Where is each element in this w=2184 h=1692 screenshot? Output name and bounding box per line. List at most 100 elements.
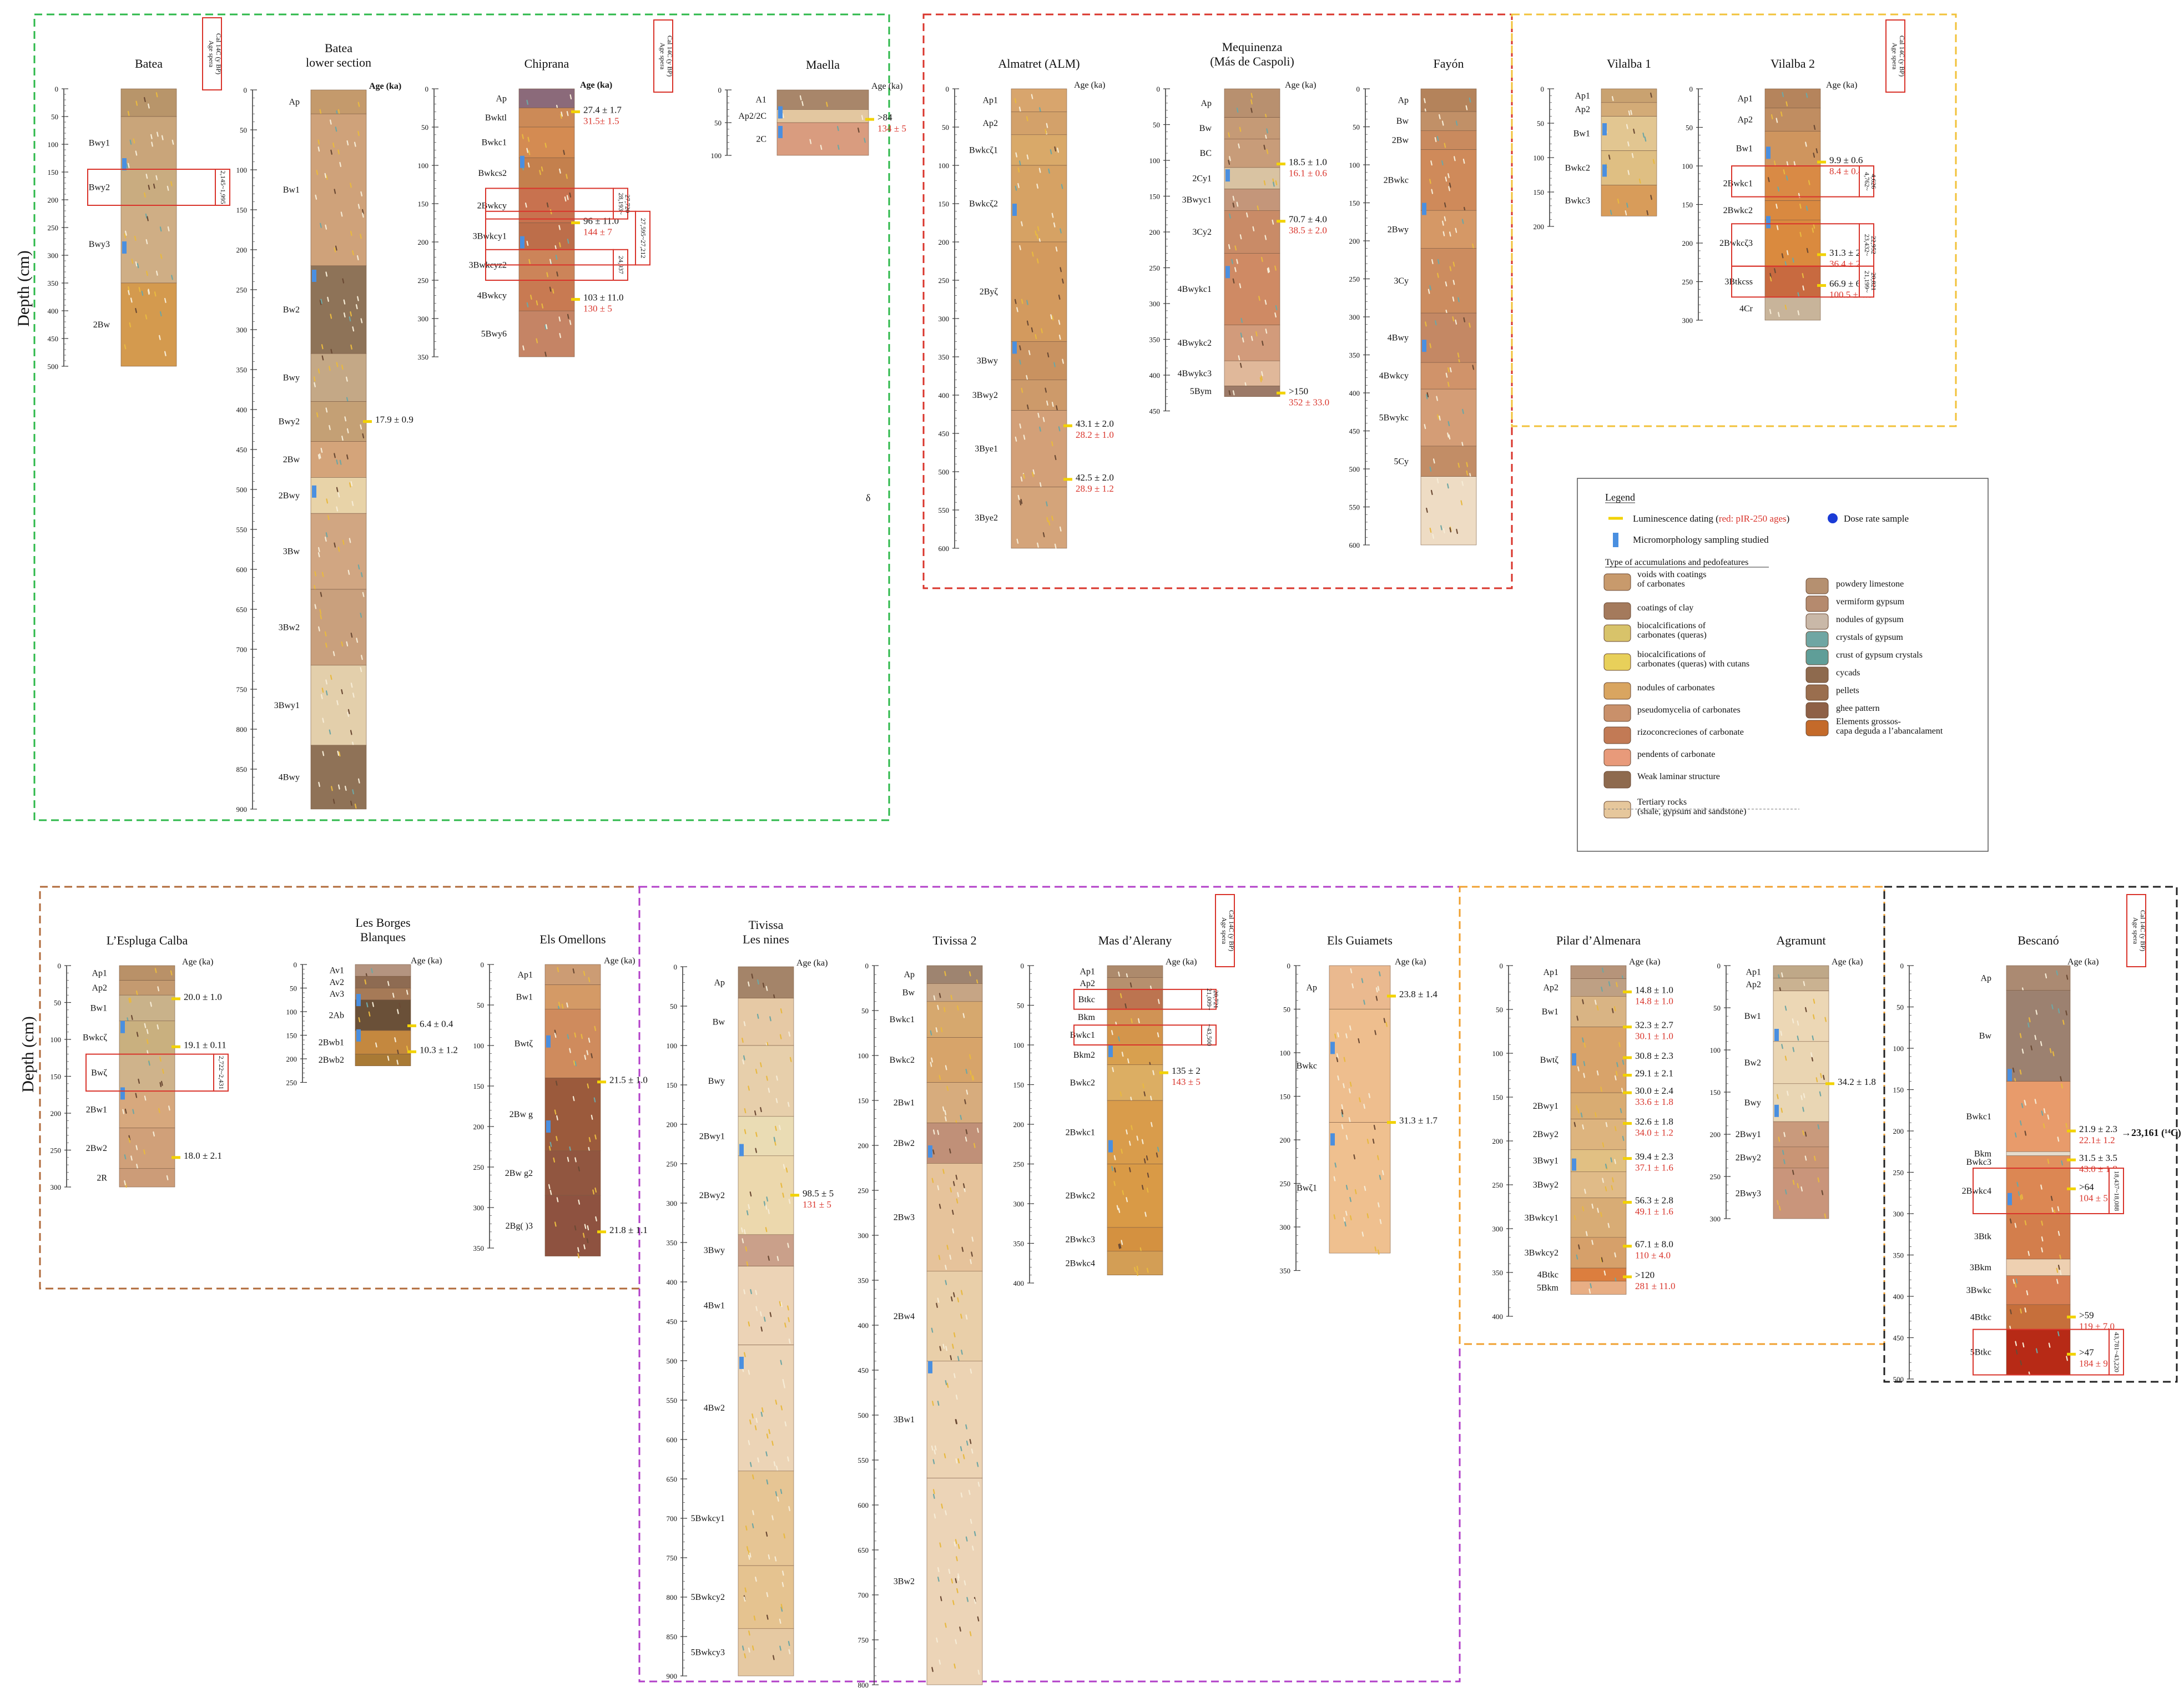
pedofeature-mark bbox=[325, 271, 328, 277]
age-value-pir: 49.1 ± 1.6 bbox=[1635, 1206, 1673, 1217]
depth-tick-label: 200 bbox=[1013, 1120, 1025, 1129]
pedofeature-mark bbox=[526, 240, 529, 246]
depth-tick-label: 150 bbox=[667, 1081, 678, 1089]
pedofeature-mark bbox=[135, 990, 138, 996]
pedofeature-mark bbox=[765, 1451, 768, 1457]
pedofeature-mark bbox=[942, 1169, 945, 1174]
pedofeature-mark bbox=[1626, 203, 1628, 208]
pedofeature-mark bbox=[135, 261, 138, 267]
pedofeature-mark bbox=[952, 1600, 955, 1605]
pedofeature-mark bbox=[744, 1587, 747, 1593]
micromorphology-marker bbox=[739, 1144, 744, 1156]
depth-tick-label: 350 bbox=[418, 353, 429, 361]
pedofeature-mark bbox=[360, 613, 362, 618]
pedofeature-mark bbox=[127, 163, 130, 168]
horizon-label: 4Bwy bbox=[1388, 334, 1409, 343]
pedofeature-mark bbox=[583, 1244, 586, 1250]
pedofeature-mark bbox=[937, 1567, 940, 1573]
pedofeature-mark bbox=[2015, 1278, 2018, 1284]
pedofeature-mark bbox=[931, 1178, 934, 1183]
age-spera-label: 2,145~1,995 bbox=[219, 170, 227, 204]
pedofeature-mark bbox=[352, 250, 354, 256]
horizon-block bbox=[1773, 965, 1829, 979]
pedofeature-mark bbox=[1774, 268, 1776, 274]
pedofeature-mark bbox=[1426, 392, 1429, 398]
pedofeature-mark bbox=[966, 1089, 969, 1095]
pedofeature-mark bbox=[150, 134, 153, 139]
age-value: 18.5 ± 1.0 bbox=[1289, 156, 1327, 167]
horizon-block bbox=[119, 980, 175, 996]
pedofeature-mark bbox=[128, 1138, 130, 1143]
pedofeature-mark bbox=[146, 1039, 149, 1044]
pedofeature-mark bbox=[131, 259, 134, 264]
pedofeature-mark bbox=[387, 1055, 390, 1061]
horizon-label: 2Ab bbox=[329, 1011, 344, 1020]
pedofeature-mark bbox=[781, 113, 784, 118]
pedofeature-mark bbox=[748, 1550, 750, 1556]
pedofeature-mark bbox=[317, 147, 320, 152]
age-header: Age (ka) bbox=[1166, 957, 1197, 967]
horizon-block bbox=[1420, 111, 1477, 131]
pedofeature-mark bbox=[146, 271, 148, 276]
pedofeature-mark bbox=[325, 642, 327, 648]
pedofeature-mark bbox=[965, 1536, 968, 1542]
pedofeature-mark bbox=[755, 1577, 757, 1582]
pedofeature-mark bbox=[1134, 1266, 1136, 1272]
pedofeature-mark bbox=[760, 1311, 762, 1317]
age-value-pir: 33.6 ± 1.8 bbox=[1635, 1097, 1673, 1107]
pedofeature-mark bbox=[1444, 143, 1446, 148]
pedofeature-mark bbox=[2019, 1069, 2022, 1075]
pedofeature-mark bbox=[970, 1518, 972, 1524]
horizon-label: Bwktl bbox=[485, 113, 507, 123]
pedofeature-mark bbox=[937, 1401, 940, 1406]
horizon-label: 2Bw bbox=[93, 320, 110, 330]
pedofeature-mark bbox=[1793, 161, 1796, 166]
age-spera-label-box bbox=[1859, 223, 1874, 267]
pedofeature-mark bbox=[1016, 538, 1019, 544]
legend-item-text: pellets bbox=[1836, 686, 1859, 695]
pedofeature-mark bbox=[955, 1578, 957, 1583]
pedofeature-mark bbox=[1260, 375, 1263, 381]
depth-tick-label: 350 bbox=[236, 366, 248, 374]
pedofeature-mark bbox=[406, 1045, 408, 1051]
legend-item-text: voids with coatings bbox=[1637, 570, 1706, 579]
horizon-label: 2Bw g bbox=[510, 1110, 533, 1119]
pedofeature-mark bbox=[527, 162, 530, 168]
pedofeature-mark bbox=[783, 1533, 785, 1539]
pedofeature-mark bbox=[1430, 160, 1433, 166]
pedofeature-mark bbox=[1786, 250, 1789, 255]
depth-tick-label: 50 bbox=[1897, 1003, 1904, 1012]
horizon-block bbox=[1107, 1024, 1163, 1045]
horizon-label: 2Bw1 bbox=[894, 1098, 915, 1108]
horizon-block bbox=[2006, 1213, 2071, 1260]
horizon-block bbox=[1601, 88, 1657, 103]
pedofeature-mark bbox=[2042, 1123, 2045, 1129]
depth-tick-label: 350 bbox=[939, 353, 950, 361]
depth-tick-label: 550 bbox=[667, 1396, 678, 1405]
biocalc-icon bbox=[1603, 624, 1631, 642]
age-value: 14.8 ± 1.0 bbox=[1635, 984, 1673, 995]
depth-tick-label: 200 bbox=[1682, 239, 1693, 248]
pedofeature-mark bbox=[1638, 178, 1641, 184]
spera-header-text: Cal 14C (y BP) bbox=[666, 36, 674, 77]
pedofeature-mark bbox=[1019, 500, 1022, 506]
age-value-pir: 131 ± 5 bbox=[803, 1199, 831, 1210]
micromorphology-marker bbox=[1108, 1045, 1113, 1057]
pedofeature-mark bbox=[574, 1157, 577, 1163]
pedofeature-mark bbox=[1426, 507, 1428, 513]
pedofeature-mark bbox=[1037, 542, 1039, 548]
pedofeature-mark bbox=[325, 532, 328, 538]
horizon-block bbox=[119, 1128, 175, 1169]
pedofeature-mark bbox=[809, 139, 812, 144]
pedofeature-mark bbox=[955, 1458, 958, 1464]
spera-header-text: Cal 14C (y BP) bbox=[215, 33, 223, 74]
depth-tick-label: 50 bbox=[942, 123, 949, 132]
age-spera-label: 22,952 bbox=[1870, 236, 1878, 254]
pedofeature-mark bbox=[1345, 1033, 1348, 1039]
depth-tick-label: 0 bbox=[1356, 85, 1360, 93]
horizon-block bbox=[2006, 1081, 2071, 1152]
horizon-label: Bwy1 bbox=[89, 139, 110, 148]
depth-tick-label: 200 bbox=[1534, 223, 1545, 231]
horizon-block bbox=[2006, 990, 2071, 1082]
